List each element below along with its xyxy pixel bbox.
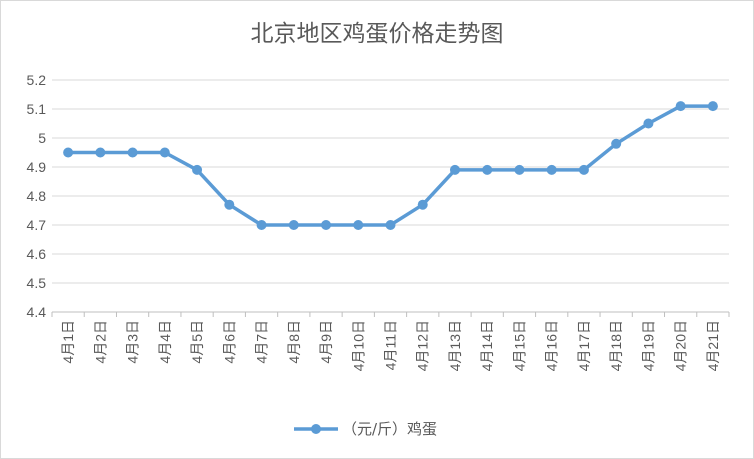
- y-tick-label: 4.5: [27, 275, 47, 291]
- data-point: [643, 118, 654, 129]
- data-point: [159, 147, 170, 158]
- x-tick-label: 4月17日: [576, 320, 592, 371]
- data-point: [707, 101, 718, 112]
- data-point: [95, 147, 106, 158]
- y-tick-label: 4.6: [27, 246, 47, 262]
- x-tick-label: 4月10日: [350, 320, 366, 371]
- x-tick-label: 4月8日: [286, 320, 302, 364]
- x-tick-label: 4月16日: [544, 320, 560, 371]
- x-tick-label: 4月9日: [318, 320, 334, 364]
- data-point: [675, 101, 686, 112]
- series-line: [68, 104, 713, 227]
- data-point: [256, 220, 267, 230]
- data-point: [578, 164, 589, 175]
- data-point: [224, 199, 235, 210]
- data-point: [288, 220, 299, 230]
- data-point: [546, 164, 557, 175]
- data-point: [482, 164, 493, 175]
- data-point: [127, 147, 138, 158]
- gridlines: [51, 79, 730, 317]
- x-tick-label: 4月14日: [479, 320, 495, 371]
- data-point: [63, 147, 74, 158]
- data-point: [514, 164, 525, 175]
- legend-dot-marker: [311, 424, 321, 434]
- y-tick-label: 4.9: [27, 159, 47, 175]
- y-tick-label: 5: [38, 130, 46, 146]
- x-tick-label: 4月19日: [640, 320, 656, 371]
- data-point: [321, 220, 332, 230]
- x-tick-label: 4月13日: [447, 320, 463, 371]
- x-tick-label: 4月3日: [125, 320, 141, 364]
- data-point: [385, 220, 396, 230]
- data-point: [449, 164, 460, 175]
- x-tick-label: 4月20日: [673, 320, 689, 371]
- y-tick-label: 4.4: [27, 304, 47, 320]
- data-point: [611, 138, 622, 149]
- x-axis-tick-labels: 4月1日 4月2日 4月3日 4月4日 4月5日 4月6日 4月7日 4月8日 4月9日 4月10…: [60, 320, 721, 371]
- data-point: [192, 164, 203, 175]
- data-point: [417, 199, 428, 210]
- x-tick-label: 4月4日: [157, 320, 173, 364]
- x-tick-label: 4月18日: [608, 320, 624, 371]
- x-tick-label: 4月21日: [705, 320, 721, 371]
- data-point: [353, 220, 364, 230]
- series-layer: [63, 101, 718, 230]
- y-tick-label: 4.7: [27, 217, 47, 233]
- x-tick-label: 4月11日: [383, 320, 399, 370]
- legend-series-name: （元/斤）鸡蛋: [342, 420, 437, 438]
- x-tick-label: 4月7日: [254, 320, 270, 364]
- x-tick-label: 4月12日: [415, 320, 431, 371]
- x-tick-label: 4月5日: [189, 320, 205, 364]
- x-tick-label: 4月15日: [511, 320, 527, 371]
- y-tick-label: 4.8: [27, 188, 47, 204]
- y-tick-label: 5.2: [27, 72, 47, 88]
- legend: （元/斤）鸡蛋: [294, 420, 437, 438]
- x-tick-label: 4月1日: [60, 320, 76, 364]
- y-axis-tick-labels: 4.4 4.5 4.6 4.7 4.8 4.9 5 5.1 5.2: [27, 72, 47, 320]
- y-tick-label: 5.1: [27, 101, 47, 117]
- chart-title: 北京地区鸡蛋价格走势图: [250, 21, 504, 47]
- x-tick-label: 4月6日: [221, 320, 237, 364]
- x-tick-label: 4月2日: [92, 320, 108, 364]
